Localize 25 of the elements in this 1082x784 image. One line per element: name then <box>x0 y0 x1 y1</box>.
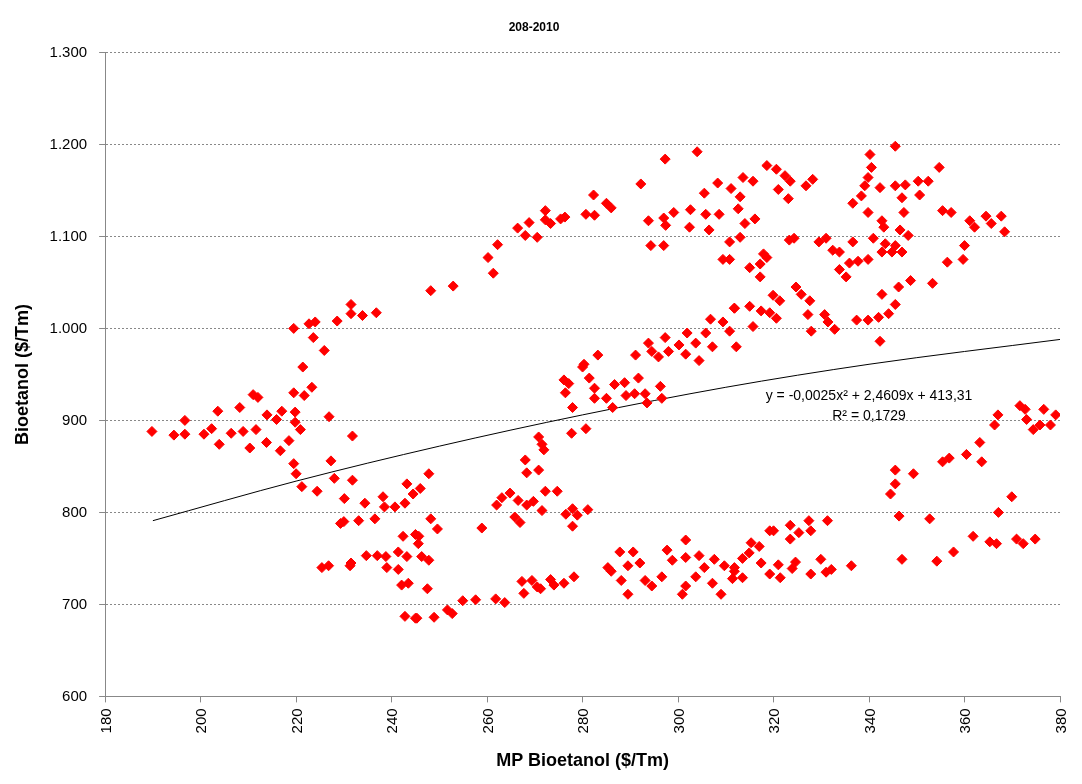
x-tick-label: 360 <box>956 708 974 734</box>
y-tick-label: 1.100 <box>49 226 88 244</box>
y-tick-label: 1.300 <box>49 42 88 60</box>
x-tick-label: 240 <box>383 708 401 734</box>
line-series <box>152 338 1060 522</box>
x-tick-label: 260 <box>478 708 496 734</box>
y-axis-title: Bioetanol ($/Tm) <box>11 303 32 445</box>
chart-title: 208-2010 <box>508 19 560 34</box>
y-tick-label: 600 <box>62 686 88 704</box>
x-tick-label: 320 <box>765 708 783 734</box>
x-tick-label: 340 <box>860 708 878 734</box>
annotation: y = -0,0025x² + 2,4609x + 413,31 <box>765 386 973 403</box>
y-tick-label: 1.000 <box>49 318 88 336</box>
y-tick-label: 1.200 <box>49 134 88 152</box>
x-tick-label: 300 <box>669 708 687 734</box>
y-tick-label: 800 <box>62 502 88 520</box>
y-tick-label: 900 <box>62 410 88 428</box>
x-tick-label: 220 <box>287 708 305 734</box>
x-tick-label: 200 <box>192 708 210 734</box>
y-tick-label: 700 <box>62 594 88 612</box>
x-tick-label: 380 <box>1051 708 1069 734</box>
x-tick-label: 280 <box>574 708 592 734</box>
annotation: R² = 0,1729 <box>832 406 907 423</box>
x-tick-label: 180 <box>96 708 114 734</box>
x-axis-title: MP Bioetanol ($/Tm) <box>496 750 669 771</box>
